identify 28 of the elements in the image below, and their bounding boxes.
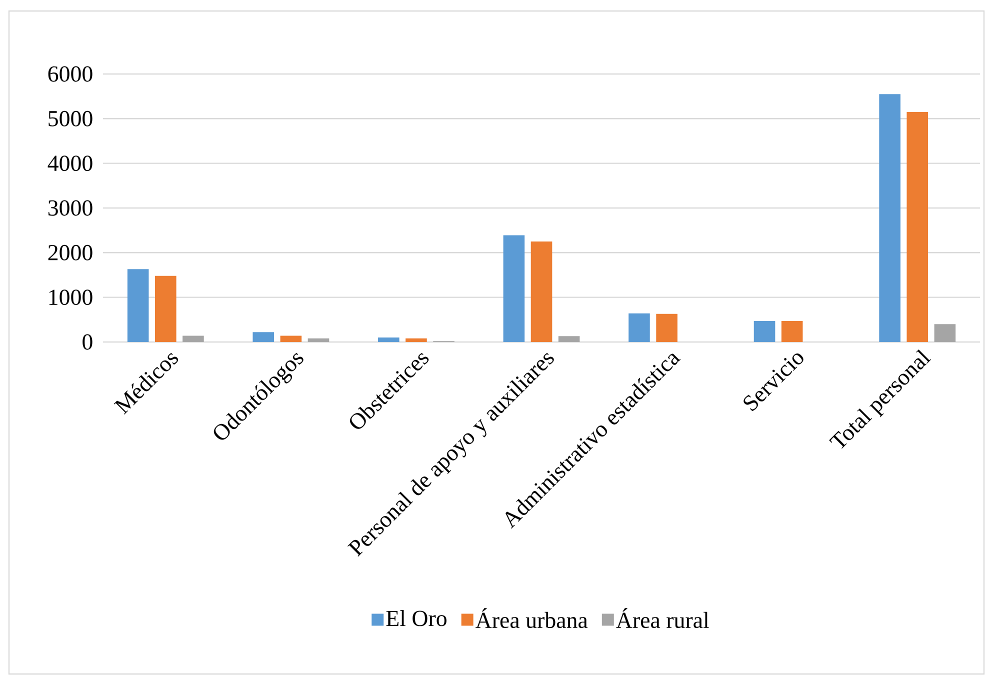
legend-label: Área urbana — [476, 608, 588, 628]
bar — [628, 313, 650, 342]
bar — [656, 314, 678, 342]
bar — [754, 320, 776, 342]
bar — [879, 94, 900, 342]
y-tick-label: 4000 — [48, 156, 92, 172]
bar — [155, 276, 176, 342]
bar — [781, 320, 803, 342]
y-tick-label: 1000 — [49, 290, 92, 306]
y-tick-label: 0 — [82, 334, 92, 350]
bar — [906, 112, 928, 342]
y-tick-label: 2000 — [48, 244, 92, 260]
legend-label: El Oro — [386, 610, 446, 626]
bar — [252, 332, 274, 342]
bar — [378, 338, 400, 342]
legend-label: Área rural — [616, 608, 709, 628]
y-tick-label: 5000 — [48, 110, 92, 126]
y-tick-label: 6000 — [48, 66, 92, 82]
bar — [934, 324, 956, 342]
bar — [127, 269, 149, 342]
bar — [406, 338, 427, 342]
bar — [280, 336, 302, 342]
bar — [503, 235, 525, 342]
bar — [530, 241, 552, 342]
bar — [558, 336, 580, 342]
bar — [182, 336, 204, 342]
bar — [308, 338, 330, 342]
y-tick-label: 3000 — [48, 200, 92, 216]
